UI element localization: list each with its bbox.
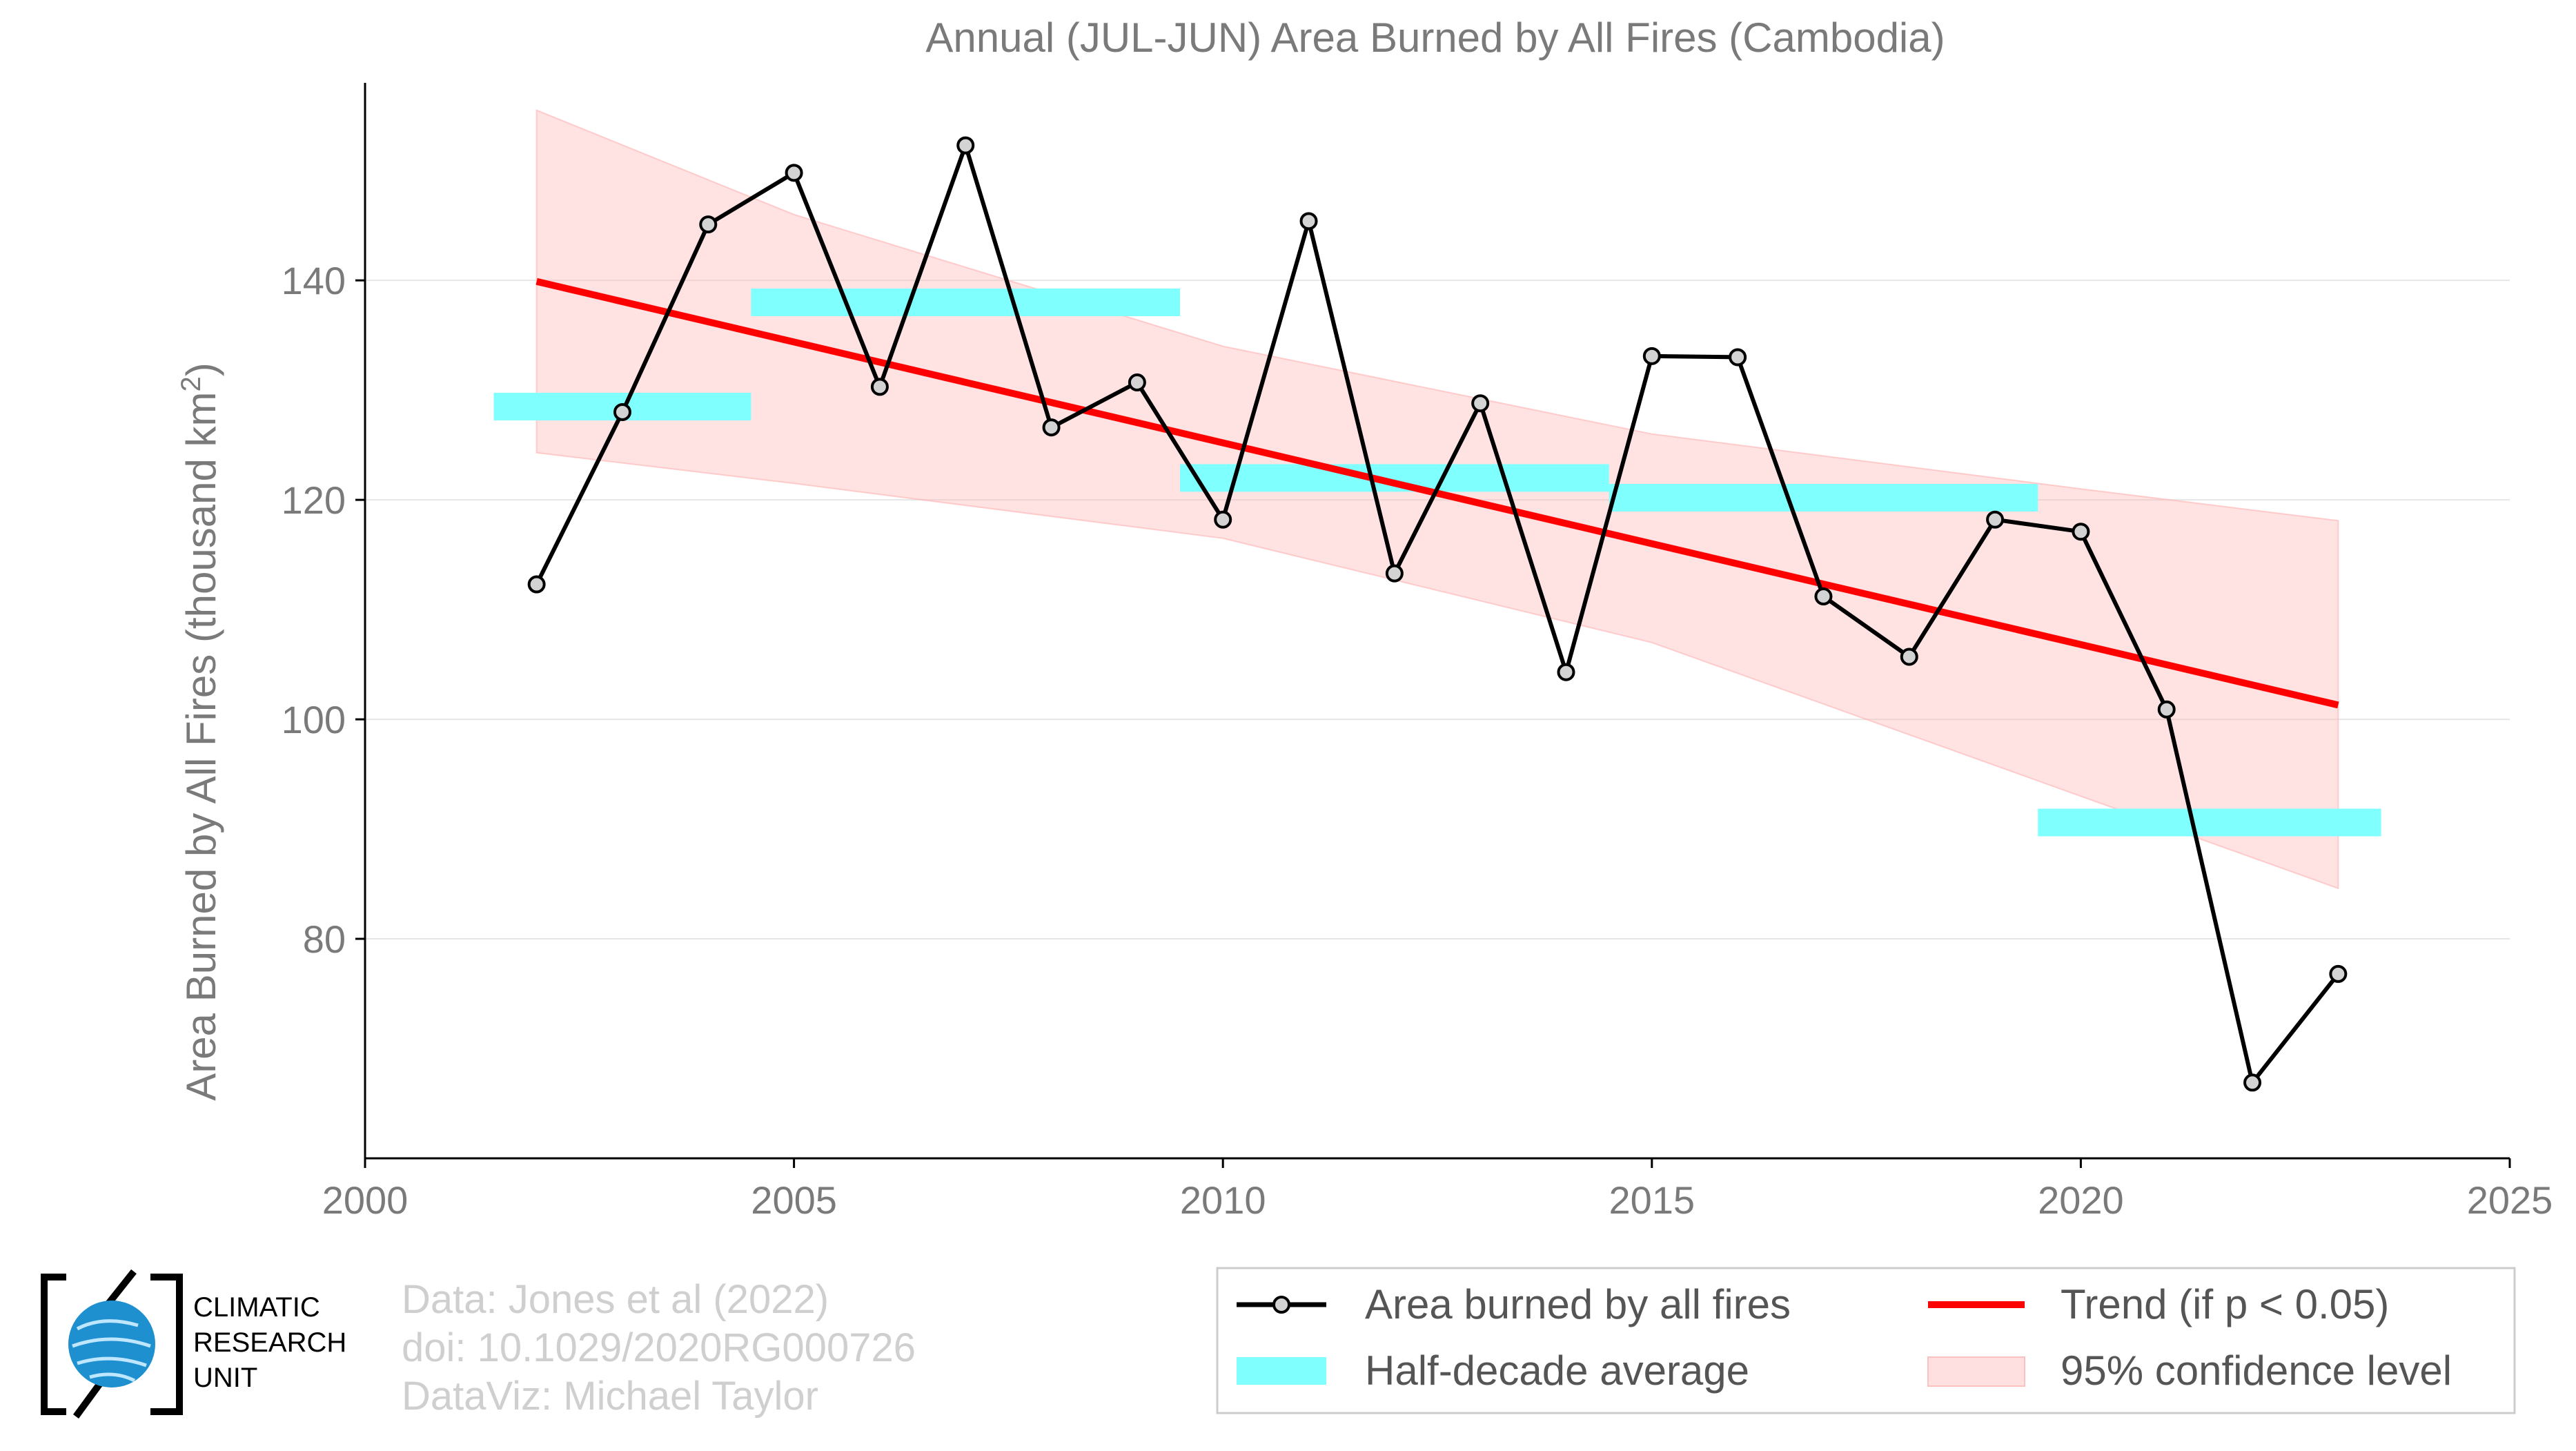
data-point-2020 <box>2072 523 2090 541</box>
data-point-2015 <box>1642 347 1661 365</box>
data-point-2019 <box>1986 510 2005 529</box>
data-point-2023 <box>2329 964 2348 983</box>
chart-title: Annual (JUL-JUN) Area Burned by All Fire… <box>925 14 1945 61</box>
data-point-2022 <box>2243 1073 2262 1092</box>
x-tick-label-2020: 2020 <box>2038 1178 2124 1222</box>
cru-logo: CLIMATIC RESEARCH UNIT <box>41 1269 346 1419</box>
x-tick-label-2025: 2025 <box>2467 1178 2553 1222</box>
data-point-2009 <box>1128 373 1146 392</box>
data-point-2002 <box>527 575 546 594</box>
data-point-2013 <box>1471 394 1490 413</box>
x-tick-label-2005: 2005 <box>751 1178 837 1222</box>
legend-frame <box>1216 1267 2516 1414</box>
data-point-2012 <box>1385 564 1404 583</box>
series-layer <box>527 136 2348 1092</box>
data-point-2010 <box>1214 510 1232 529</box>
y-tick-label-140: 140 <box>282 259 346 302</box>
legend-swatch-series-marker <box>1272 1296 1290 1314</box>
data-point-2008 <box>1042 418 1061 437</box>
logo-line-2: RESEARCH <box>193 1327 346 1358</box>
legend-label-trend: Trend (if p < 0.05) <box>2061 1281 2389 1327</box>
legend-label-confidence: 95% confidence level <box>2061 1347 2452 1394</box>
logo-line-1: CLIMATIC <box>193 1292 320 1323</box>
credit-data: Data: Jones et al (2022) <box>402 1277 829 1322</box>
data-point-2018 <box>1900 647 1918 666</box>
data-point-2005 <box>785 164 803 182</box>
y-axis-ticks: 80 100 120 140 <box>282 259 365 961</box>
gridlines <box>365 280 2510 940</box>
logo-globe-swirl <box>72 1319 151 1383</box>
y-axis-label-main: Area Burned by All Fires (thousand km <box>178 392 224 1101</box>
axes <box>364 83 2510 1160</box>
data-point-2014 <box>1557 663 1575 681</box>
x-tick-label-2000: 2000 <box>322 1178 409 1222</box>
data-point-2011 <box>1299 212 1318 231</box>
logo-line-3: UNIT <box>193 1363 257 1393</box>
data-point-2021 <box>2157 700 2176 719</box>
legend: Area burned by all fires Trend (if p < 0… <box>1216 1267 2516 1414</box>
y-axis-label-close: ) <box>178 362 224 376</box>
credit-dataviz: DataViz: Michael Taylor <box>402 1374 818 1419</box>
trend-line <box>535 277 2339 709</box>
series-line <box>534 143 2340 1085</box>
credit-doi: doi: 10.1029/2020RG000726 <box>402 1325 916 1370</box>
y-axis-label: Area Burned by All Fires (thousand km2) <box>176 362 224 1100</box>
y-tick-label-100: 100 <box>282 698 346 741</box>
y-axis-label-sup: 2 <box>176 376 206 391</box>
data-point-2006 <box>870 378 889 396</box>
credits: Data: Jones et al (2022) doi: 10.1029/20… <box>402 1277 916 1419</box>
data-point-2017 <box>1814 587 1833 606</box>
x-tick-label-2010: 2010 <box>1180 1178 1266 1222</box>
data-point-2016 <box>1729 348 1747 367</box>
legend-swatch-half-decade <box>1237 1357 1326 1385</box>
x-tick-label-2015: 2015 <box>1609 1178 1695 1222</box>
data-point-2004 <box>699 215 718 234</box>
legend-label-half-decade: Half-decade average <box>1365 1347 1749 1394</box>
data-point-2003 <box>613 402 631 421</box>
data-point-2007 <box>956 136 975 155</box>
logo-bracket-right <box>150 1274 183 1415</box>
legend-swatch-confidence <box>1927 1356 2025 1387</box>
y-tick-label-120: 120 <box>282 478 346 522</box>
legend-label-series: Area burned by all fires <box>1365 1281 1791 1327</box>
y-tick-label-80: 80 <box>303 917 346 961</box>
x-axis-ticks: 2000 2005 2010 2015 2020 2025 <box>322 1158 2553 1222</box>
trend-layer <box>535 277 2339 709</box>
logo-bracket-left <box>41 1274 66 1415</box>
